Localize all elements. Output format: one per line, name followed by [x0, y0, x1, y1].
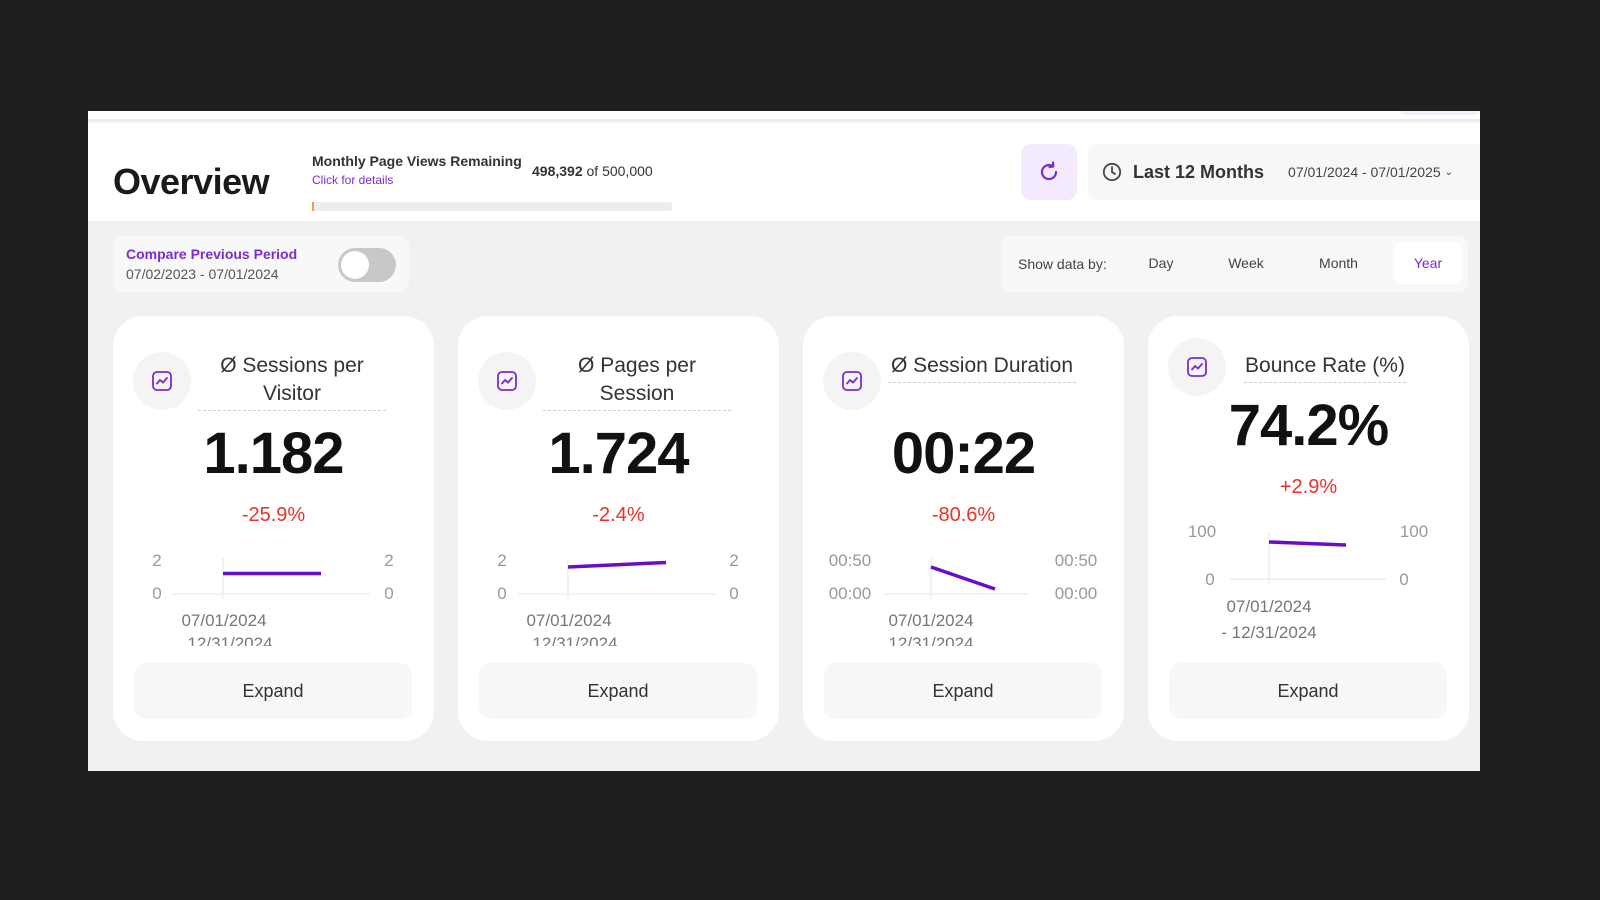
svg-text:0: 0: [1399, 570, 1408, 589]
page-views-total: of 500,000: [586, 163, 653, 179]
svg-text:07/01/2024: 07/01/2024: [1226, 597, 1311, 616]
granularity-year[interactable]: Year: [1393, 242, 1463, 284]
metric-title: Ø Session Duration: [888, 352, 1076, 383]
svg-text:12/31/2024: 12/31/2024: [532, 634, 617, 646]
granularity-day[interactable]: Day: [1148, 255, 1174, 271]
compare-previous-period: Compare Previous Period 07/02/2023 - 07/…: [113, 236, 409, 292]
compare-dates: 07/02/2023 - 07/01/2024: [126, 266, 279, 282]
svg-text:2: 2: [497, 551, 506, 570]
svg-text:00:00: 00:00: [829, 584, 872, 603]
refresh-icon: [1040, 161, 1058, 181]
metric-value: 74.2%: [1228, 393, 1389, 458]
metric-value: 1.724: [548, 421, 689, 486]
line-chart-icon: [497, 371, 517, 391]
date-range-dates: 07/01/2024 - 07/01/2025: [1288, 164, 1441, 180]
metric-card-pages-per-session: Ø Pages per Session 1.724 -2.4% 2 0 2 0 …: [458, 316, 779, 741]
expand-button[interactable]: Expand: [824, 663, 1102, 719]
expand-button[interactable]: Expand: [134, 663, 412, 719]
metric-change: -80.6%: [931, 504, 996, 526]
svg-text:100: 100: [1188, 522, 1216, 541]
svg-text:0: 0: [384, 584, 393, 603]
svg-text:0: 0: [729, 584, 738, 603]
svg-text:07/01/2024: 07/01/2024: [181, 611, 266, 630]
header: Overview Monthly Page Views Remaining Cl…: [88, 123, 1480, 221]
svg-text:12/31/2024: 12/31/2024: [888, 634, 973, 646]
date-range-picker[interactable]: Last 12 Months 07/01/2024 - 07/01/2025 ⌄: [1088, 144, 1480, 200]
metric-title: Ø Sessions per Visitor: [198, 352, 386, 411]
compare-title: Compare Previous Period: [126, 246, 298, 262]
svg-text:00:50: 00:50: [829, 551, 872, 570]
sparkline-chart: 2 0 2 0 07/01/2024 12/31/2024: [152, 551, 393, 646]
chart-icon-button[interactable]: [133, 352, 191, 410]
metric-card-bounce-rate: Bounce Rate (%) 74.2% +2.9% 100 0 100 0 …: [1148, 316, 1469, 741]
expand-button[interactable]: Expand: [1169, 663, 1447, 719]
svg-text:12/31/2024: 12/31/2024: [187, 634, 272, 646]
svg-text:07/01/2024: 07/01/2024: [526, 611, 611, 630]
svg-text:2: 2: [384, 551, 393, 570]
metric-card-session-duration: Ø Session Duration 00:22 -80.6% 00:50 00…: [803, 316, 1124, 741]
page-views-progress-bar: [312, 202, 672, 211]
date-range-label: Last 12 Months: [1133, 161, 1265, 182]
svg-text:- 12/31/2024: - 12/31/2024: [1221, 623, 1316, 642]
chart-icon-button[interactable]: [1168, 338, 1226, 396]
toggle-knob: [341, 251, 369, 279]
chart-icon-button[interactable]: [823, 352, 881, 410]
clock-icon: [1102, 162, 1122, 182]
metric-change: +2.9%: [1279, 476, 1338, 498]
svg-text:100: 100: [1400, 522, 1428, 541]
svg-text:07/01/2024: 07/01/2024: [888, 611, 973, 630]
metric-title: Bounce Rate (%): [1244, 352, 1406, 383]
chevron-down-icon: ⌄: [1444, 166, 1453, 178]
svg-text:2: 2: [152, 551, 161, 570]
svg-text:0: 0: [497, 584, 506, 603]
page-views-widget: Monthly Page Views Remaining Click for d…: [312, 153, 672, 211]
page-views-remaining: 498,392: [532, 163, 583, 179]
refresh-button[interactable]: [1021, 144, 1077, 200]
granularity-week[interactable]: Week: [1228, 255, 1264, 271]
page-views-count: 498,392 of 500,000: [532, 163, 653, 179]
top-strip: [88, 111, 1480, 121]
sparkline-chart: 2 0 2 0 07/01/2024 12/31/2024: [497, 551, 738, 646]
page-title: Overview: [113, 161, 270, 202]
metric-change: -25.9%: [241, 504, 306, 526]
show-data-by: Show data by: Day Week Month Year: [1001, 236, 1468, 292]
metric-card-sessions-per-visitor: Ø Sessions per Visitor 1.182 -25.9% 2 0 …: [113, 316, 434, 741]
dashboard-frame: Overview Monthly Page Views Remaining Cl…: [88, 111, 1480, 771]
page-views-label: Monthly Page Views Remaining: [312, 153, 522, 169]
metric-change: -2.4%: [592, 504, 645, 526]
granularity-month[interactable]: Month: [1319, 255, 1358, 271]
show-data-by-label: Show data by:: [1018, 256, 1107, 272]
sparkline-chart: 00:50 00:00 00:50 00:00 07/01/2024 12/31…: [829, 551, 1098, 646]
line-chart-icon: [152, 371, 172, 391]
line-chart-icon: [842, 371, 862, 391]
svg-text:2: 2: [729, 551, 738, 570]
line-chart-icon: [1187, 357, 1207, 377]
svg-text:0: 0: [1205, 570, 1214, 589]
expand-button[interactable]: Expand: [479, 663, 757, 719]
top-pill: [1400, 111, 1480, 115]
metric-value: 1.182: [203, 421, 344, 486]
page-views-details-link[interactable]: Click for details: [312, 173, 394, 187]
sparkline-chart: 100 0 100 0 07/01/2024 - 12/31/2024: [1188, 522, 1428, 642]
chart-icon-button[interactable]: [478, 352, 536, 410]
metric-value: 00:22: [891, 421, 1036, 486]
page-views-progress-fill: [312, 202, 314, 211]
svg-text:00:50: 00:50: [1055, 551, 1098, 570]
svg-text:00:00: 00:00: [1055, 584, 1098, 603]
svg-text:0: 0: [152, 584, 161, 603]
compare-toggle[interactable]: [338, 248, 396, 282]
metric-title: Ø Pages per Session: [543, 352, 731, 411]
